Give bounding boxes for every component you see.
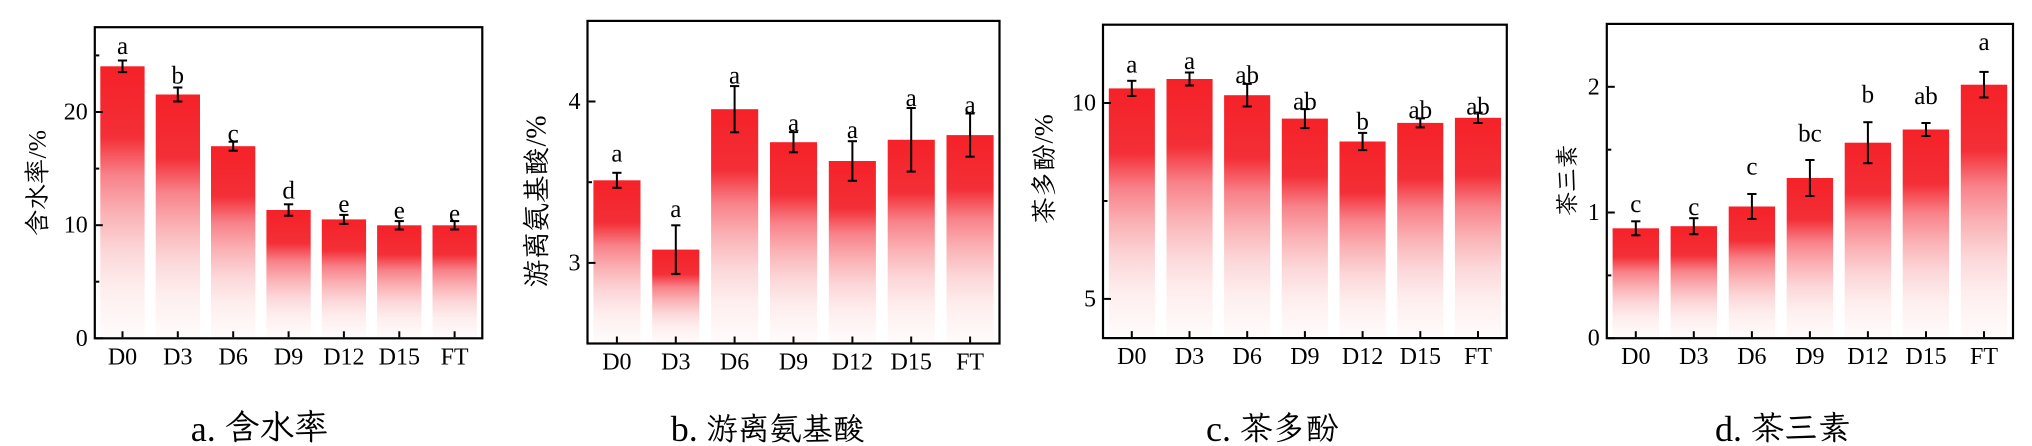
svg-text:bc: bc bbox=[1798, 121, 1822, 148]
svg-text:D15: D15 bbox=[1400, 344, 1441, 370]
svg-text:3: 3 bbox=[569, 250, 581, 276]
svg-text:e: e bbox=[338, 191, 349, 218]
svg-text:b: b bbox=[1862, 81, 1875, 108]
svg-text:D12: D12 bbox=[1847, 344, 1888, 370]
svg-text:1: 1 bbox=[1588, 200, 1600, 226]
svg-text:a: a bbox=[788, 110, 799, 137]
svg-text:20: 20 bbox=[64, 100, 88, 126]
svg-text:4: 4 bbox=[569, 89, 581, 115]
svg-text:10: 10 bbox=[1072, 91, 1096, 117]
svg-text:c: c bbox=[1630, 191, 1641, 218]
svg-text:D6: D6 bbox=[1737, 344, 1766, 370]
svg-text:D9: D9 bbox=[1290, 344, 1319, 370]
svg-text:a: a bbox=[670, 196, 681, 223]
svg-text:ab: ab bbox=[1408, 97, 1432, 124]
svg-text:a: a bbox=[1184, 48, 1195, 75]
svg-text:0: 0 bbox=[76, 326, 88, 352]
svg-text:/%: /% bbox=[521, 115, 552, 146]
svg-text:D15: D15 bbox=[891, 350, 932, 376]
svg-text:e: e bbox=[394, 198, 405, 225]
svg-text:D3: D3 bbox=[163, 344, 192, 370]
svg-text:D9: D9 bbox=[779, 350, 808, 376]
svg-text:D0: D0 bbox=[1621, 344, 1650, 370]
svg-text:b.: b. bbox=[671, 409, 698, 446]
svg-text:a: a bbox=[1126, 52, 1137, 79]
svg-text:D6: D6 bbox=[1233, 344, 1262, 370]
svg-text:D9: D9 bbox=[274, 344, 303, 370]
svg-text:d.: d. bbox=[1715, 409, 1742, 446]
svg-text:0: 0 bbox=[1588, 326, 1600, 352]
svg-text:d: d bbox=[282, 178, 295, 205]
svg-text:D0: D0 bbox=[108, 344, 137, 370]
svg-text:a: a bbox=[1978, 29, 1989, 56]
svg-text:/%: /% bbox=[1028, 114, 1058, 143]
svg-text:b: b bbox=[1356, 109, 1369, 136]
svg-text:ab: ab bbox=[1914, 83, 1938, 110]
svg-text:FT: FT bbox=[441, 344, 469, 370]
svg-text:D0: D0 bbox=[602, 350, 631, 376]
svg-text:D3: D3 bbox=[661, 350, 690, 376]
svg-text:10: 10 bbox=[64, 213, 88, 239]
svg-text:D0: D0 bbox=[1117, 344, 1146, 370]
svg-text:FT: FT bbox=[1970, 344, 1998, 370]
svg-text:2: 2 bbox=[1588, 74, 1600, 100]
svg-text:c.: c. bbox=[1206, 409, 1231, 446]
svg-text:5: 5 bbox=[1084, 286, 1096, 312]
svg-text:a: a bbox=[117, 33, 128, 60]
svg-text:ab: ab bbox=[1293, 88, 1317, 115]
svg-text:ab: ab bbox=[1466, 94, 1490, 121]
svg-text:ab: ab bbox=[1235, 62, 1259, 89]
svg-text:a: a bbox=[729, 63, 740, 90]
svg-text:D3: D3 bbox=[1679, 344, 1708, 370]
svg-text:/%: /% bbox=[22, 130, 51, 159]
svg-text:D15: D15 bbox=[1905, 344, 1946, 370]
svg-text:a.: a. bbox=[191, 409, 216, 446]
svg-text:D15: D15 bbox=[379, 344, 420, 370]
svg-text:D3: D3 bbox=[1175, 344, 1204, 370]
svg-text:D6: D6 bbox=[219, 344, 248, 370]
svg-text:b: b bbox=[172, 63, 185, 90]
svg-text:c: c bbox=[1746, 154, 1757, 181]
svg-text:a: a bbox=[906, 85, 917, 112]
svg-text:D6: D6 bbox=[720, 350, 749, 376]
svg-text:a: a bbox=[965, 92, 976, 119]
svg-text:c: c bbox=[1688, 194, 1699, 221]
svg-text:e: e bbox=[449, 200, 460, 227]
svg-text:FT: FT bbox=[956, 350, 984, 376]
svg-text:D9: D9 bbox=[1795, 344, 1824, 370]
svg-text:D12: D12 bbox=[832, 350, 873, 376]
svg-text:c: c bbox=[228, 120, 239, 147]
svg-text:D12: D12 bbox=[323, 344, 364, 370]
svg-text:FT: FT bbox=[1464, 344, 1492, 370]
svg-text:D12: D12 bbox=[1342, 344, 1383, 370]
svg-text:a: a bbox=[611, 140, 622, 167]
svg-text:a: a bbox=[847, 117, 858, 144]
